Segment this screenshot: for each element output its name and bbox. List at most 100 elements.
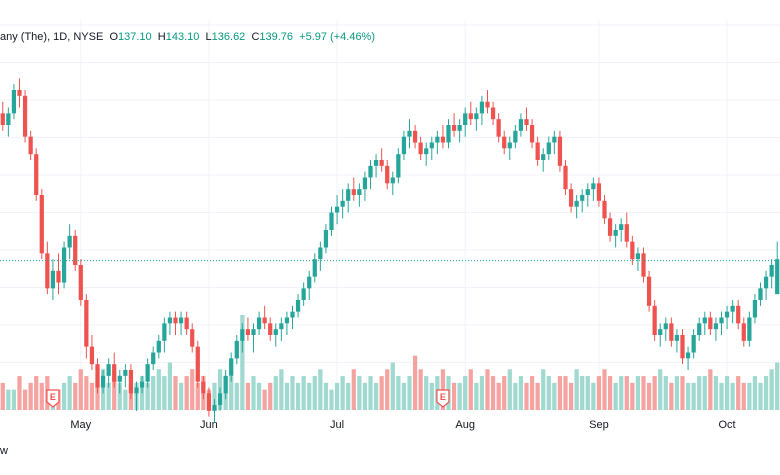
symbol-legend: any (The), 1D, NYSE O137.10 H143.10 L136…: [0, 31, 375, 43]
volume-bar: [546, 376, 551, 410]
candle-body: [646, 276, 652, 306]
candle-body: [112, 364, 117, 382]
candle-body: [407, 130, 412, 137]
candle-body: [167, 317, 173, 324]
candle-body: [468, 113, 473, 120]
volume-bar: [752, 376, 758, 410]
volume-bar: [190, 369, 195, 410]
volume-bar: [61, 382, 67, 410]
volume-bar: [362, 382, 368, 410]
volume-bar: [474, 382, 479, 410]
open-value: 137.10: [118, 31, 152, 43]
volume-bar: [117, 382, 122, 410]
candle-body: [117, 375, 122, 382]
candle-body: [658, 329, 663, 335]
candle-body: [552, 136, 557, 143]
candle-body: [273, 329, 278, 335]
candle-body: [418, 142, 423, 155]
candle-body: [279, 323, 284, 330]
volume-bar: [323, 382, 329, 410]
volume-bar: [507, 369, 512, 410]
volume-bar: [95, 382, 100, 410]
volume-bar: [73, 382, 78, 410]
candle-body: [557, 136, 563, 166]
candle-body: [685, 352, 691, 359]
volume-bar: [123, 389, 128, 410]
candle-body: [78, 265, 83, 300]
candle-body: [390, 177, 395, 184]
volume-bar: [685, 382, 691, 410]
volume-bar: [340, 376, 345, 410]
candle-body: [563, 165, 568, 190]
volume-bar: [730, 382, 735, 410]
volume-bar: [351, 369, 356, 410]
candle-body: [535, 142, 540, 160]
volume-bar: [674, 376, 680, 410]
volume-bar: [713, 376, 719, 410]
volume-bar: [173, 376, 178, 410]
x-axis-tick-label: Aug: [455, 419, 475, 431]
candle-body: [412, 130, 418, 143]
candle-body: [368, 165, 373, 178]
volume-bar: [624, 376, 629, 410]
candle-body: [268, 323, 273, 335]
candle-body: [229, 358, 234, 376]
volume-bar: [184, 376, 189, 410]
candle-body: [284, 317, 290, 324]
candle-body: [602, 200, 607, 219]
candle-body: [591, 183, 596, 190]
volume-bar: [312, 376, 317, 410]
volume-bar: [234, 382, 239, 410]
x-axis-tick-label: May: [70, 419, 91, 431]
candle-body: [139, 381, 145, 388]
earnings-marker-label: E: [50, 392, 56, 402]
volume-bar: [162, 376, 167, 410]
volume-bar: [646, 382, 652, 410]
candle-body: [429, 142, 434, 149]
volume-bar: [78, 369, 83, 410]
volume-bar: [84, 376, 89, 410]
candle-body: [45, 253, 50, 289]
candle-body: [223, 375, 228, 394]
candle-body: [34, 154, 39, 195]
volume-bar: [373, 382, 379, 410]
candle-body: [752, 300, 758, 318]
volume-bar: [479, 376, 485, 410]
candle-body: [474, 113, 479, 120]
x-axis-tick-label: Oct: [719, 419, 736, 431]
candle-body: [256, 317, 262, 330]
volume-bar: [22, 389, 28, 410]
candle-body: [708, 317, 713, 330]
volume-bar: [28, 382, 33, 410]
volume-bar: [758, 382, 763, 410]
close-value: 139.76: [259, 31, 294, 43]
candle-body: [624, 224, 629, 242]
volume-bar: [396, 376, 401, 410]
volume-bar: [295, 382, 301, 410]
candle-body: [529, 125, 535, 143]
candle-body: [206, 393, 212, 411]
volume-bar: [658, 369, 663, 410]
candle-body: [669, 323, 674, 341]
candle-body: [251, 329, 256, 335]
close-label: C: [251, 31, 260, 43]
candle-body: [184, 317, 189, 330]
candle-body: [245, 329, 251, 335]
volume-bar: [535, 382, 540, 410]
candle-body: [334, 206, 340, 213]
candle-body: [741, 323, 746, 341]
change-value: +5.97 (+4.46%): [299, 31, 376, 43]
candle-body: [769, 265, 774, 277]
volume-bar: [290, 376, 295, 410]
candle-body: [84, 300, 89, 347]
volume-bar: [502, 376, 507, 410]
low-value: 136.62: [211, 31, 246, 43]
volume-bar: [167, 362, 173, 410]
volume-bar: [769, 369, 774, 410]
candle-body: [373, 160, 379, 166]
candle-body: [318, 247, 323, 260]
volume-bar: [212, 382, 217, 410]
candle-body: [106, 364, 111, 376]
